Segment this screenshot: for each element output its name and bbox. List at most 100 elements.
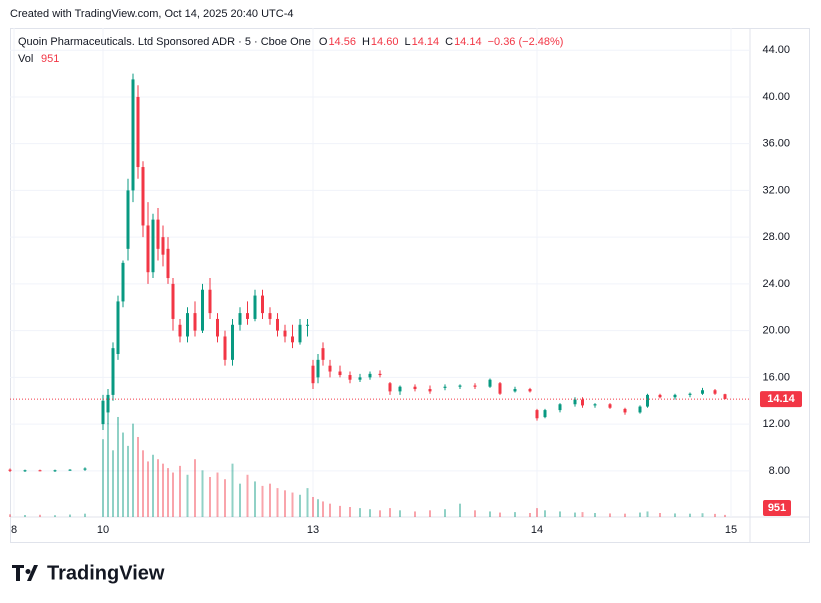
volume-bar [69, 514, 71, 517]
volume-bar [701, 513, 704, 517]
volume-bar [322, 501, 324, 517]
candle-body [151, 219, 155, 273]
volume-bar [216, 472, 219, 517]
volume-bar [132, 423, 134, 517]
candle-body [68, 469, 72, 471]
candle-body [136, 96, 140, 168]
candle-body [253, 295, 257, 319]
candle-body [268, 313, 272, 319]
volume-bar [659, 512, 661, 517]
candle-body [261, 295, 264, 314]
candle-body [398, 386, 402, 392]
volume-bar [674, 513, 676, 517]
candle-body [358, 377, 362, 380]
volume-bar [594, 512, 596, 517]
candle-body [348, 375, 352, 380]
candle-body [473, 385, 477, 387]
candle-body [573, 399, 577, 405]
y-tick-label: 44.00 [762, 44, 790, 56]
candle-body [593, 404, 597, 406]
volume-bar [529, 512, 531, 517]
volume-bar [269, 483, 271, 517]
candle-body [723, 394, 727, 400]
volume-bar [724, 514, 726, 517]
candle-body [378, 373, 382, 376]
y-tick-label: 32.00 [762, 184, 790, 196]
logo-icon [12, 565, 38, 581]
candle-body [673, 394, 677, 398]
candle-body [623, 408, 627, 413]
candle-body [246, 313, 249, 319]
candle-body [38, 470, 42, 472]
y-tick-label: 12.00 [762, 418, 790, 430]
candle-body [238, 313, 242, 325]
candle-body [101, 400, 105, 425]
volume-layer [9, 416, 726, 517]
ohlc-label: L [404, 36, 410, 48]
volume-bar [246, 474, 249, 517]
x-tick-label: 10 [97, 524, 109, 536]
ohlc-label: H [362, 36, 370, 48]
volume-bar [137, 436, 139, 517]
volume-bar [559, 511, 561, 517]
volume-bar [414, 511, 416, 517]
candle-layer [8, 73, 727, 473]
ohlc-value: 14.56 [328, 36, 356, 48]
volume-bar [231, 463, 234, 517]
volume-bar [122, 432, 124, 517]
brand-logo: TradingView [12, 562, 165, 584]
candle-body [201, 289, 204, 331]
volume-bar [544, 510, 546, 517]
candle-body [528, 389, 532, 392]
volume-bar [162, 463, 164, 517]
candle-body [581, 399, 584, 406]
volume-bar [489, 511, 491, 517]
volume-bar [339, 505, 341, 517]
volume-bar [239, 483, 241, 517]
last-volume-label: 951 [768, 502, 786, 514]
volume-bar [514, 512, 516, 517]
volume-bar [254, 481, 256, 517]
candle-body [186, 313, 189, 337]
volume-bar [444, 509, 446, 517]
volume-bar [624, 513, 626, 517]
volume-bar [359, 508, 361, 517]
candle-body [316, 359, 320, 378]
candle-body [146, 225, 150, 273]
candle-body [443, 386, 447, 388]
volume-bar [209, 476, 211, 517]
volume-bar [639, 512, 641, 517]
volume-bar [581, 512, 584, 517]
candle-body [23, 470, 27, 472]
candle-body [291, 336, 294, 343]
volume-bar [291, 492, 294, 517]
volume-bar [312, 496, 314, 517]
candle-body [223, 336, 227, 360]
volume-bar [107, 423, 109, 517]
chart-title: Quoin Pharmaceuticals. Ltd Sponsored ADR… [18, 36, 311, 48]
volume-bar [389, 508, 391, 517]
candle-body [106, 394, 110, 413]
ohlc-value: 14.60 [371, 36, 399, 48]
volume-bar [39, 514, 41, 517]
ohlc-label: C [445, 36, 453, 48]
chart-frame [10, 28, 810, 543]
volume-bar [152, 454, 154, 517]
change: −0.36 (−2.48%) [488, 36, 564, 48]
candle-body [161, 237, 165, 255]
candle-body [126, 190, 130, 249]
volume-bar [24, 514, 26, 517]
y-tick-label: 36.00 [762, 138, 790, 150]
candle-body [171, 283, 175, 319]
candle-body [428, 389, 432, 392]
volume-bar [102, 439, 104, 517]
volume-bar [276, 488, 279, 517]
volume-bar [646, 511, 649, 517]
caption: Created with TradingView.com, Oct 14, 20… [10, 8, 294, 20]
volume-bar [117, 416, 119, 517]
y-tick-label: 16.00 [762, 371, 790, 383]
candle-body [306, 324, 309, 326]
candle-body [388, 383, 392, 392]
volume-bar [349, 506, 351, 517]
